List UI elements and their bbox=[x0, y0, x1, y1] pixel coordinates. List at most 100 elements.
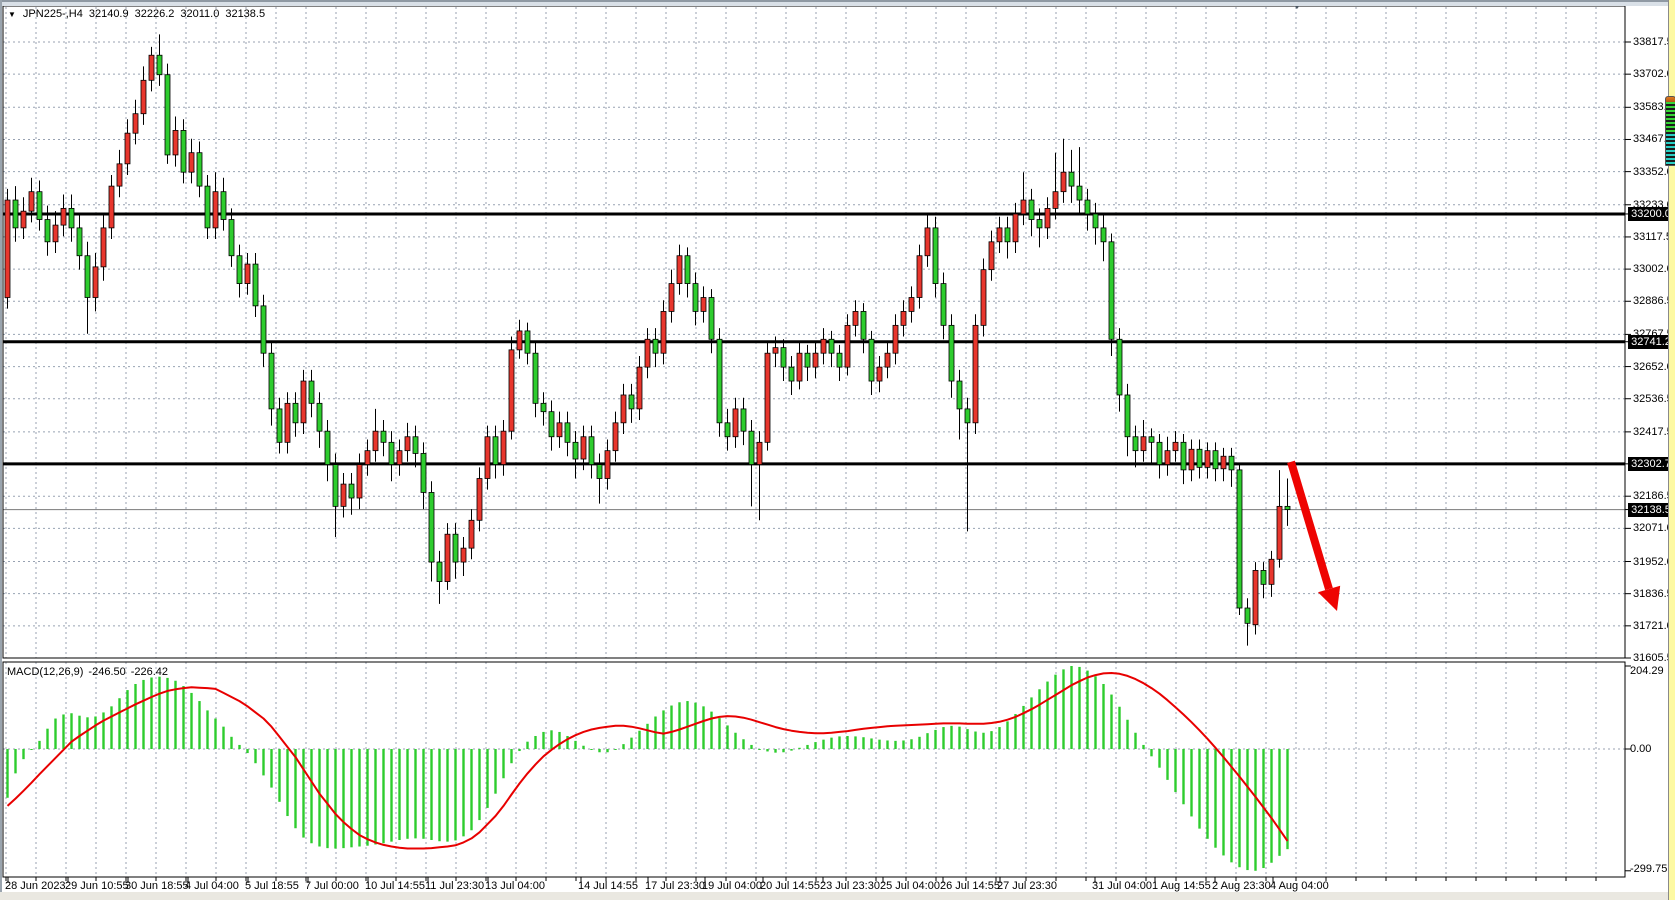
price-tick-label: 33817.5 bbox=[1633, 36, 1673, 48]
candle-down bbox=[836, 352, 843, 368]
candle-down bbox=[788, 366, 795, 382]
macd-bar bbox=[238, 744, 241, 749]
macd-bar bbox=[1086, 670, 1089, 749]
macd-bar bbox=[134, 683, 137, 749]
candle-up bbox=[1188, 448, 1195, 471]
candle-up bbox=[676, 255, 683, 284]
candle-down bbox=[220, 191, 227, 220]
macd-bar bbox=[142, 679, 145, 749]
candle-up bbox=[116, 163, 123, 187]
macd-bar bbox=[1174, 749, 1177, 793]
macd-bar bbox=[902, 740, 905, 749]
candle-down bbox=[964, 408, 971, 424]
macd-bar bbox=[246, 749, 249, 754]
candle-up bbox=[172, 130, 179, 156]
quote-close: 32138.5 bbox=[225, 8, 266, 20]
candle-up bbox=[124, 132, 131, 165]
macd-bar bbox=[1126, 719, 1129, 749]
macd-bar bbox=[774, 749, 777, 753]
thumb-stripes-cyan bbox=[1666, 134, 1675, 165]
time-tick-label: 4 Jul 04:00 bbox=[185, 880, 239, 892]
candle-down bbox=[588, 436, 595, 465]
macd-bar bbox=[1022, 705, 1025, 749]
time-tick-label: 26 Jul 14:55 bbox=[940, 880, 1000, 892]
macd-bar bbox=[1190, 749, 1193, 817]
macd-bar bbox=[1038, 689, 1041, 749]
macd-bar bbox=[342, 749, 345, 849]
candle-up bbox=[500, 430, 507, 465]
price-tick-label: 33702.0 bbox=[1633, 68, 1673, 81]
candle-down bbox=[204, 185, 211, 229]
macd-bar bbox=[398, 749, 401, 841]
candle-up bbox=[644, 338, 651, 368]
time-tick-label: 5 Jul 18:55 bbox=[245, 880, 299, 892]
trend-arrow[interactable] bbox=[1287, 460, 1341, 611]
candle-up bbox=[1052, 191, 1059, 209]
window-top-edge bbox=[0, 0, 1675, 6]
macd-bar bbox=[70, 713, 73, 749]
macd-bar bbox=[686, 701, 689, 749]
candle-down bbox=[428, 492, 435, 563]
candle-down bbox=[1100, 227, 1107, 243]
thumb-stripes-green bbox=[1666, 102, 1675, 134]
candle-up bbox=[908, 297, 915, 312]
symbol-dropdown-icon[interactable]: ▼ bbox=[8, 10, 16, 19]
candle-up bbox=[700, 297, 707, 312]
quote-open: 32140.9 bbox=[88, 8, 129, 20]
candle-down bbox=[388, 441, 395, 465]
time-axis[interactable] bbox=[3, 878, 1625, 894]
symbol-timeframe: JPN225-,H4 bbox=[22, 8, 83, 20]
candle-up bbox=[4, 199, 11, 298]
macd-bar bbox=[230, 736, 233, 749]
macd-bar bbox=[798, 747, 801, 749]
macd-bar bbox=[470, 749, 473, 831]
macd-bar bbox=[1070, 666, 1073, 749]
candle-down bbox=[228, 219, 235, 257]
candle-up bbox=[1172, 441, 1179, 452]
macd-bar bbox=[1062, 669, 1065, 749]
time-tick-label: 10 Jul 14:55 bbox=[365, 880, 425, 892]
macd-bar bbox=[822, 739, 825, 749]
macd-bar bbox=[214, 718, 217, 749]
macd-bar bbox=[790, 749, 793, 751]
macd-bar bbox=[758, 749, 761, 750]
macd-bar bbox=[270, 749, 273, 788]
macd-bar bbox=[486, 749, 489, 808]
price-tick-label: 32886.5 bbox=[1633, 295, 1673, 308]
time-tick-label: 29 Jun 10:55 bbox=[65, 880, 129, 892]
candle-down bbox=[740, 408, 747, 432]
macd-bar bbox=[766, 749, 769, 752]
macd-bar bbox=[198, 701, 201, 749]
macd-bar bbox=[1278, 749, 1281, 856]
candle-up bbox=[1044, 207, 1051, 229]
line-price-label: 33200.0 bbox=[1628, 206, 1674, 221]
candle-down bbox=[780, 347, 787, 368]
price-tick-label: 33583.0 bbox=[1633, 101, 1673, 114]
candle-down bbox=[1148, 436, 1155, 443]
thumb-stripe-orange bbox=[1666, 97, 1675, 102]
macd-bar bbox=[366, 749, 369, 846]
mini-scrollbar-thumb[interactable] bbox=[1665, 96, 1675, 166]
price-tick-label: 33002.0 bbox=[1633, 263, 1673, 276]
macd-bar bbox=[406, 749, 409, 839]
candle-up bbox=[396, 450, 403, 465]
candle-up bbox=[1164, 450, 1171, 465]
candle-down bbox=[1212, 450, 1219, 470]
candle-up bbox=[612, 422, 619, 452]
candle-down bbox=[716, 338, 723, 424]
time-tick-label: 4 Aug 04:00 bbox=[1270, 880, 1329, 892]
price-axis[interactable] bbox=[1626, 6, 1668, 877]
candle-down bbox=[1124, 394, 1131, 438]
macd-bar bbox=[78, 715, 81, 749]
macd-bar bbox=[574, 740, 577, 749]
price-tick-label: 31605.5 bbox=[1633, 652, 1673, 664]
candle-up bbox=[356, 464, 363, 499]
macd-bar bbox=[582, 745, 585, 749]
candle-down bbox=[1036, 219, 1043, 229]
price-tick-label: 33117.5 bbox=[1633, 230, 1672, 243]
macd-bar bbox=[670, 705, 673, 749]
macd-bar bbox=[1110, 694, 1113, 749]
candle-up bbox=[764, 352, 771, 443]
candle-up bbox=[444, 533, 451, 582]
